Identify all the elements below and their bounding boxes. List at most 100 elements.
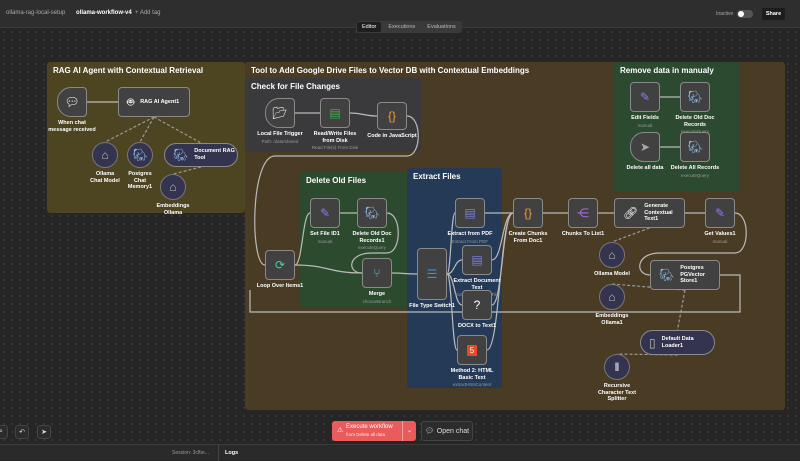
open-chat-button[interactable]: 💬︎ Open chat	[421, 421, 473, 441]
node-caption: Merge chooseBranch	[352, 291, 402, 304]
question-icon: ?	[473, 298, 481, 312]
node-default-data-loader1[interactable]: ▯ Default Data Loader1	[640, 330, 715, 355]
execute-workflow-button[interactable]: ⚠ Execute workflow from Delete all data …	[332, 421, 416, 441]
postgres-icon: 🐘︎	[364, 206, 380, 220]
node-delete-old-doc-records1[interactable]: 🐘︎	[357, 198, 387, 228]
logs-tab[interactable]: Logs	[225, 450, 239, 456]
zoom-icon: ⌕	[0, 428, 3, 435]
workflow-canvas[interactable]: RAG AI Agent with Contextual Retrieval To…	[0, 28, 800, 444]
node-caption: Delete All Records executeQuery	[670, 165, 720, 178]
execute-sub: from Delete all data	[346, 432, 386, 437]
node-method-2-html-basic-text[interactable]: 5	[457, 335, 487, 365]
node-when-chat-message-received[interactable]: 💬︎	[57, 87, 87, 117]
zoom-fit-button[interactable]: ⌕	[0, 425, 8, 439]
node-rag-ai-agent1[interactable]: 🤖︎ RAG AI Agent1	[118, 87, 190, 117]
node-label: Ollama Chat Model	[90, 171, 120, 184]
node-chunks-to-list1[interactable]: ⋲	[568, 198, 598, 228]
postgres-icon: 🐘︎	[132, 148, 148, 162]
node-docx-to-text1[interactable]: ?	[462, 290, 492, 320]
node-delete-old-doc-records[interactable]: 🐘︎	[680, 82, 710, 112]
extract-icon: ▤	[471, 253, 483, 267]
node-file-type-switch1[interactable]: ☰	[417, 248, 447, 300]
node-caption: Local File Trigger Path: /data/shared	[255, 131, 305, 144]
node-caption: Extract from PDF Extract From PDF	[445, 231, 495, 244]
node-delete-all-data[interactable]: ➤	[630, 132, 660, 162]
sticky-title: Check for File Changes	[251, 82, 340, 91]
postgres-icon: 🐘︎	[659, 268, 675, 282]
node-label: Delete All Records	[670, 165, 720, 171]
robot-icon: 🤖︎	[127, 94, 135, 109]
file-icon: ▤	[329, 106, 341, 120]
node-caption: Method 2: HTML Basic Text extractHtmlCont…	[447, 368, 497, 388]
node-embeddings-ollama1[interactable]: ⌂	[599, 284, 625, 310]
node-document-rag-tool[interactable]: 🐘︎ Document RAG Tool	[164, 143, 238, 167]
tab-executions[interactable]: Executions	[388, 24, 416, 30]
sticky-title: Extract Files	[413, 172, 461, 181]
document-icon: ▯	[649, 335, 656, 350]
node-caption: Delete Old Doc Records1 executeQuery	[347, 231, 397, 251]
postgres-icon: 🐘︎	[687, 90, 703, 104]
tidy-up-button[interactable]: ➤	[37, 425, 51, 439]
node-caption: Code in JavaScript	[367, 133, 417, 140]
node-subtitle: manual	[317, 238, 333, 244]
node-embeddings-ollama[interactable]: ⌂	[160, 174, 186, 200]
workflow-name[interactable]: ollama-workflow-v4	[76, 10, 132, 16]
node-caption: Postgres Chat Memory1	[124, 171, 156, 191]
node-ollama-chat-model[interactable]: ⌂	[92, 142, 118, 168]
undo-icon: ↶	[19, 429, 25, 436]
node-get-values1[interactable]: ✎	[705, 198, 735, 228]
node-postgres-chat-memory1[interactable]: 🐘︎	[127, 142, 153, 168]
pencil-icon: ✎	[714, 206, 726, 220]
node-merge[interactable]: ⑂	[362, 258, 392, 288]
active-status-label: Inactive	[716, 11, 734, 17]
node-create-chunks-from-doc1[interactable]: {}	[513, 198, 543, 228]
breadcrumb-project[interactable]: ollama-rag-local-setup	[6, 10, 66, 16]
html5-icon: 5	[466, 344, 478, 356]
node-label: Delete Old Doc Records	[675, 115, 715, 128]
node-extract-document-text[interactable]: ▤	[462, 245, 492, 275]
ollama-icon: ⌂	[608, 248, 616, 262]
node-label: Edit Fields	[631, 115, 659, 121]
flask-icon: ⚠	[337, 427, 344, 434]
node-read-write-files-from-disk[interactable]: ▤	[320, 98, 350, 128]
active-toggle[interactable]	[737, 10, 753, 18]
node-label: Method 2: HTML Basic Text	[450, 368, 494, 381]
node-label: Ollama Model	[594, 271, 630, 277]
node-loop-over-items1[interactable]: ⟳	[265, 250, 295, 280]
tab-editor[interactable]: Editor	[357, 22, 382, 32]
execute-dropdown-button[interactable]: ⌄	[402, 421, 416, 441]
node-extract-from-pdf[interactable]: ▤	[455, 198, 485, 228]
node-caption: Edit Fields manual	[620, 115, 670, 128]
execute-label: Execute workflow	[346, 424, 393, 430]
code-icon: {}	[387, 109, 396, 123]
node-generate-contextual-text1[interactable]: 🔗︎ Generate Contextual Text1	[614, 198, 685, 228]
node-label: Recursive Character Text Splitter	[597, 383, 637, 403]
node-subtitle: Path: /data/shared	[261, 138, 299, 144]
node-label: Postgres Chat Memory1	[127, 171, 153, 191]
node-caption: File Type Switch1	[407, 303, 457, 310]
node-caption: Delete all data	[620, 165, 670, 172]
share-button[interactable]: Share	[762, 8, 785, 20]
node-ollama-model[interactable]: ⌂	[599, 242, 625, 268]
node-postgres-pgvector-store1[interactable]: 🐘︎ Postgres PGVector Store1	[650, 260, 720, 290]
node-label: Embeddings Ollama1	[595, 313, 629, 326]
pencil-icon: ✎	[319, 206, 331, 220]
node-subtitle: executeQuery	[357, 245, 386, 251]
node-local-file-trigger[interactable]: 📂︎	[265, 98, 295, 128]
switch-icon: ☰	[426, 267, 438, 281]
node-subtitle: Read File(s) From Disk	[311, 145, 359, 151]
link-icon: 🔗︎	[623, 206, 639, 220]
node-label: Generate Contextual Text1	[644, 203, 673, 223]
node-delete-all-records[interactable]: 🐘︎	[680, 132, 710, 162]
node-edit-fields[interactable]: ✎	[630, 82, 660, 112]
add-tag-link[interactable]: + Add tag	[135, 10, 161, 16]
postgres-icon: 🐘︎	[173, 148, 189, 162]
node-code-in-javascript[interactable]: {}	[377, 102, 407, 130]
node-recursive-character-text-splitter[interactable]: ‖	[604, 354, 630, 380]
node-label: Merge	[368, 291, 386, 297]
node-subtitle: executeQuery	[680, 172, 709, 178]
node-caption: Embeddings Ollama1	[587, 313, 637, 326]
undo-button[interactable]: ↶	[15, 425, 29, 439]
node-set-file-id1[interactable]: ✎	[310, 198, 340, 228]
tab-evaluations[interactable]: Evaluations	[427, 24, 456, 30]
